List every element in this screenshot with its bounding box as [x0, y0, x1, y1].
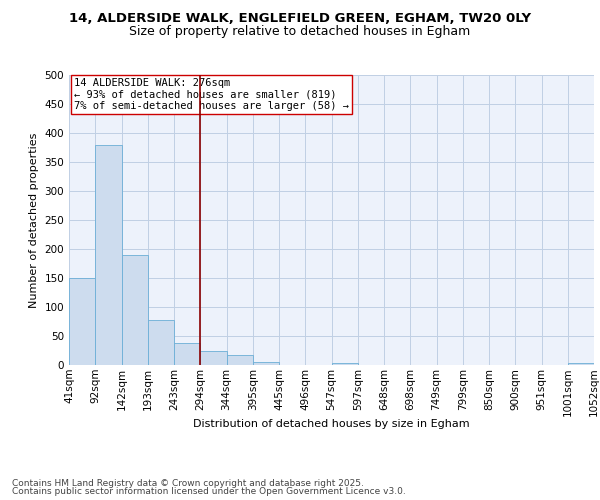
- X-axis label: Distribution of detached houses by size in Egham: Distribution of detached houses by size …: [193, 419, 470, 429]
- Bar: [174, 343, 200, 365]
- Bar: [253, 362, 279, 365]
- Bar: [121, 255, 148, 365]
- Bar: [148, 320, 174, 365]
- Text: Size of property relative to detached houses in Egham: Size of property relative to detached ho…: [130, 25, 470, 38]
- Text: 14, ALDERSIDE WALK, ENGLEFIELD GREEN, EGHAM, TW20 0LY: 14, ALDERSIDE WALK, ENGLEFIELD GREEN, EG…: [69, 12, 531, 26]
- Text: Contains HM Land Registry data © Crown copyright and database right 2025.: Contains HM Land Registry data © Crown c…: [12, 478, 364, 488]
- Y-axis label: Number of detached properties: Number of detached properties: [29, 132, 39, 308]
- Bar: [95, 144, 121, 365]
- Text: 14 ALDERSIDE WALK: 276sqm
← 93% of detached houses are smaller (819)
7% of semi-: 14 ALDERSIDE WALK: 276sqm ← 93% of detac…: [74, 78, 349, 111]
- Text: Contains public sector information licensed under the Open Government Licence v3: Contains public sector information licen…: [12, 487, 406, 496]
- Bar: [331, 362, 358, 365]
- Bar: [227, 355, 253, 365]
- Bar: [568, 364, 594, 365]
- Bar: [69, 278, 95, 365]
- Bar: [200, 350, 227, 365]
